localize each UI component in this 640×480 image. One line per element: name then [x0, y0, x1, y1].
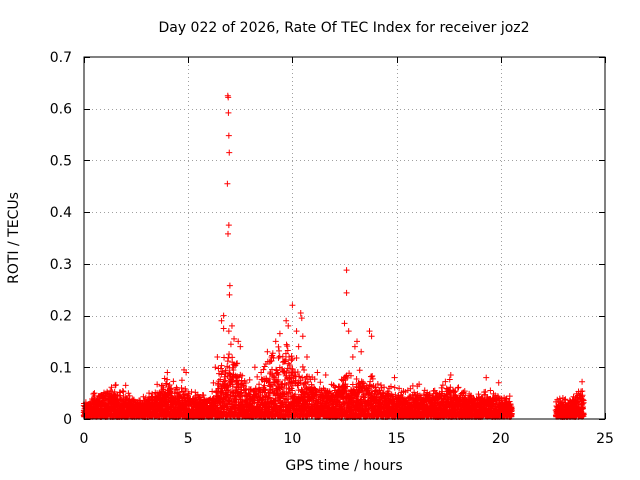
data-point — [229, 354, 236, 361]
data-point — [275, 343, 282, 350]
data-point — [178, 384, 185, 391]
data-point — [200, 392, 207, 399]
data-point — [149, 390, 156, 397]
data-point — [126, 392, 133, 399]
data-point — [284, 343, 291, 350]
data-point — [275, 354, 282, 361]
data-point — [276, 347, 283, 354]
data-point — [170, 378, 177, 385]
data-point — [227, 341, 234, 348]
data-point — [194, 391, 201, 398]
data-point — [301, 367, 308, 374]
data-point — [317, 379, 324, 386]
data-point — [391, 384, 398, 391]
data-point — [167, 388, 174, 395]
data-point — [161, 375, 168, 382]
data-point — [289, 365, 296, 372]
points-layer — [80, 92, 587, 420]
data-point — [455, 384, 462, 391]
data-point — [181, 391, 188, 398]
data-point — [168, 385, 175, 392]
data-point — [367, 378, 374, 385]
data-point — [108, 384, 115, 391]
data-point — [160, 386, 167, 393]
data-point — [111, 388, 118, 395]
data-point — [163, 380, 170, 387]
data-point — [146, 390, 153, 397]
data-point — [224, 358, 231, 365]
data-point — [140, 393, 147, 400]
data-point — [356, 367, 363, 374]
grid-layer — [84, 57, 605, 419]
data-point — [299, 363, 306, 370]
data-point — [154, 381, 161, 388]
data-point — [218, 362, 225, 369]
data-point — [125, 390, 132, 397]
data-point — [225, 354, 232, 361]
data-point — [369, 372, 376, 379]
data-point — [117, 389, 124, 396]
data-point — [438, 384, 445, 391]
data-point — [487, 387, 494, 394]
data-point — [299, 374, 306, 381]
data-point — [176, 389, 183, 396]
data-point — [164, 376, 171, 383]
data-point — [226, 351, 233, 358]
data-point — [112, 381, 119, 388]
data-point — [482, 388, 489, 395]
data-point — [283, 341, 290, 348]
data-point — [119, 387, 126, 394]
data-point — [120, 388, 127, 395]
data-point — [174, 386, 181, 393]
data-point — [246, 376, 253, 383]
